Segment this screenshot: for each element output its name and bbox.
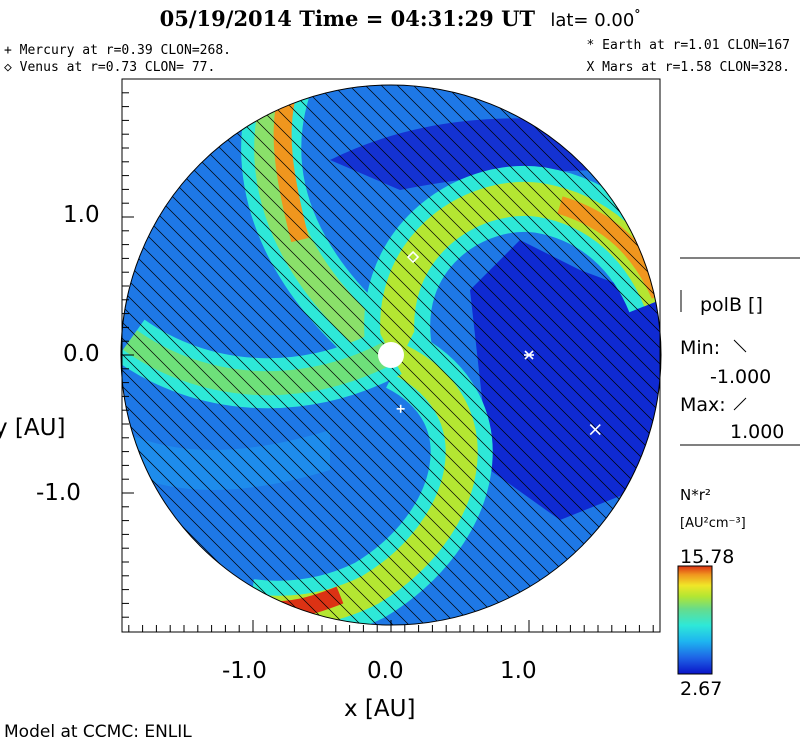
degree-sign: ° <box>634 7 641 21</box>
hatch-line <box>435 85 661 625</box>
hatch-line <box>339 85 661 625</box>
sun-marker <box>378 342 404 368</box>
y-tick-label: -1.0 <box>36 480 81 506</box>
hatch-line <box>121 85 461 625</box>
title-text: 05/19/2014 Time = 04:31:29 UT <box>159 6 536 31</box>
min-hatch-glyph <box>733 339 747 353</box>
hatch-line <box>121 85 557 625</box>
y-axis-label: y [AU] <box>0 415 66 441</box>
hatch-line <box>121 85 381 625</box>
planet-markers <box>396 250 601 436</box>
y-tick-label: 1.0 <box>63 202 100 228</box>
legend-venus: ◇ Venus at r=0.73 CLON= 77. <box>4 60 216 75</box>
planet-marker-mercury <box>396 404 405 413</box>
hatch-line <box>371 85 661 625</box>
hatch-line <box>387 85 661 625</box>
planet-marker-mars <box>589 423 601 436</box>
colorbar-units: [AU²cm⁻³] <box>680 516 746 531</box>
hatch-line <box>121 85 333 625</box>
y-tick-label: 0.0 <box>63 341 100 367</box>
blue-sector-east <box>470 240 660 520</box>
polarity-label: polB [] <box>700 294 763 316</box>
polarity-min-label: Min: <box>680 337 721 359</box>
hatch-line <box>355 85 661 625</box>
x-tick-label: 1.0 <box>500 658 537 684</box>
hatch-line <box>163 85 661 625</box>
hatch-line <box>451 85 661 625</box>
hatch-line <box>259 85 661 625</box>
colorbar-max: 15.78 <box>680 546 735 568</box>
hatch-line <box>121 85 589 625</box>
west-arm <box>123 330 396 396</box>
legend-mars: X Mars at r=1.58 CLON=328. <box>586 60 791 75</box>
colorbar-quantity: N*r² <box>680 486 711 504</box>
hatch-line <box>419 85 661 625</box>
x-tick-label: -1.0 <box>222 658 267 684</box>
axis-ticks <box>122 92 654 632</box>
chart-title: 05/19/2014 Time = 04:31:29 UT lat= 0.00° <box>0 6 800 31</box>
x-tick-label: 0.0 <box>367 658 404 684</box>
hatch-line <box>121 85 445 625</box>
blue-sector-north <box>330 118 620 190</box>
hatch-line <box>121 85 541 625</box>
hatch-line <box>708 60 800 660</box>
hatch-line <box>275 85 661 625</box>
hatch-line <box>121 85 365 625</box>
hatch-line <box>291 85 661 625</box>
hatch-line <box>121 85 397 625</box>
hatch-line <box>323 85 661 625</box>
hatch-line <box>211 85 661 625</box>
hatch-line <box>467 85 661 625</box>
legend-mercury: + Mercury at r=0.39 CLON=268. <box>4 43 231 58</box>
polarity-min-value: -1.000 <box>710 366 772 388</box>
planet-marker-earth <box>524 350 534 360</box>
colorbar-min: 2.67 <box>680 678 723 700</box>
hatch-line <box>195 85 661 625</box>
polarity-max-label: Max: <box>680 394 726 416</box>
hatch-line <box>307 85 661 625</box>
hatch-line <box>121 85 525 625</box>
hatch-line <box>121 85 573 625</box>
hatch-line <box>227 85 661 625</box>
footer-credit: Model at CCMC: ENLIL <box>4 722 192 742</box>
hatch-line <box>121 85 605 625</box>
hatch-line <box>643 85 661 625</box>
hatch-line <box>121 85 621 625</box>
x-axis-label: x [AU] <box>344 696 416 722</box>
hatch-line <box>121 85 413 625</box>
hatch-line <box>121 85 509 625</box>
hatch-line <box>243 85 661 625</box>
max-hatch-glyph <box>733 397 747 411</box>
hatch-line <box>121 85 493 625</box>
planet-marker-venus <box>406 250 420 264</box>
hatch-line <box>179 85 661 625</box>
hatch-line <box>724 60 800 660</box>
hatch-line <box>121 85 349 625</box>
hatch-line <box>121 85 429 625</box>
latitude-label: lat= 0.00 <box>550 10 635 31</box>
hatch-line <box>121 85 477 625</box>
hatch-line <box>403 85 661 625</box>
blue-sector-west <box>121 430 330 490</box>
colorbar <box>677 565 713 675</box>
polarity-max-value: 1.000 <box>730 421 785 443</box>
legend-earth: * Earth at r=1.01 CLON=167 <box>586 38 791 53</box>
